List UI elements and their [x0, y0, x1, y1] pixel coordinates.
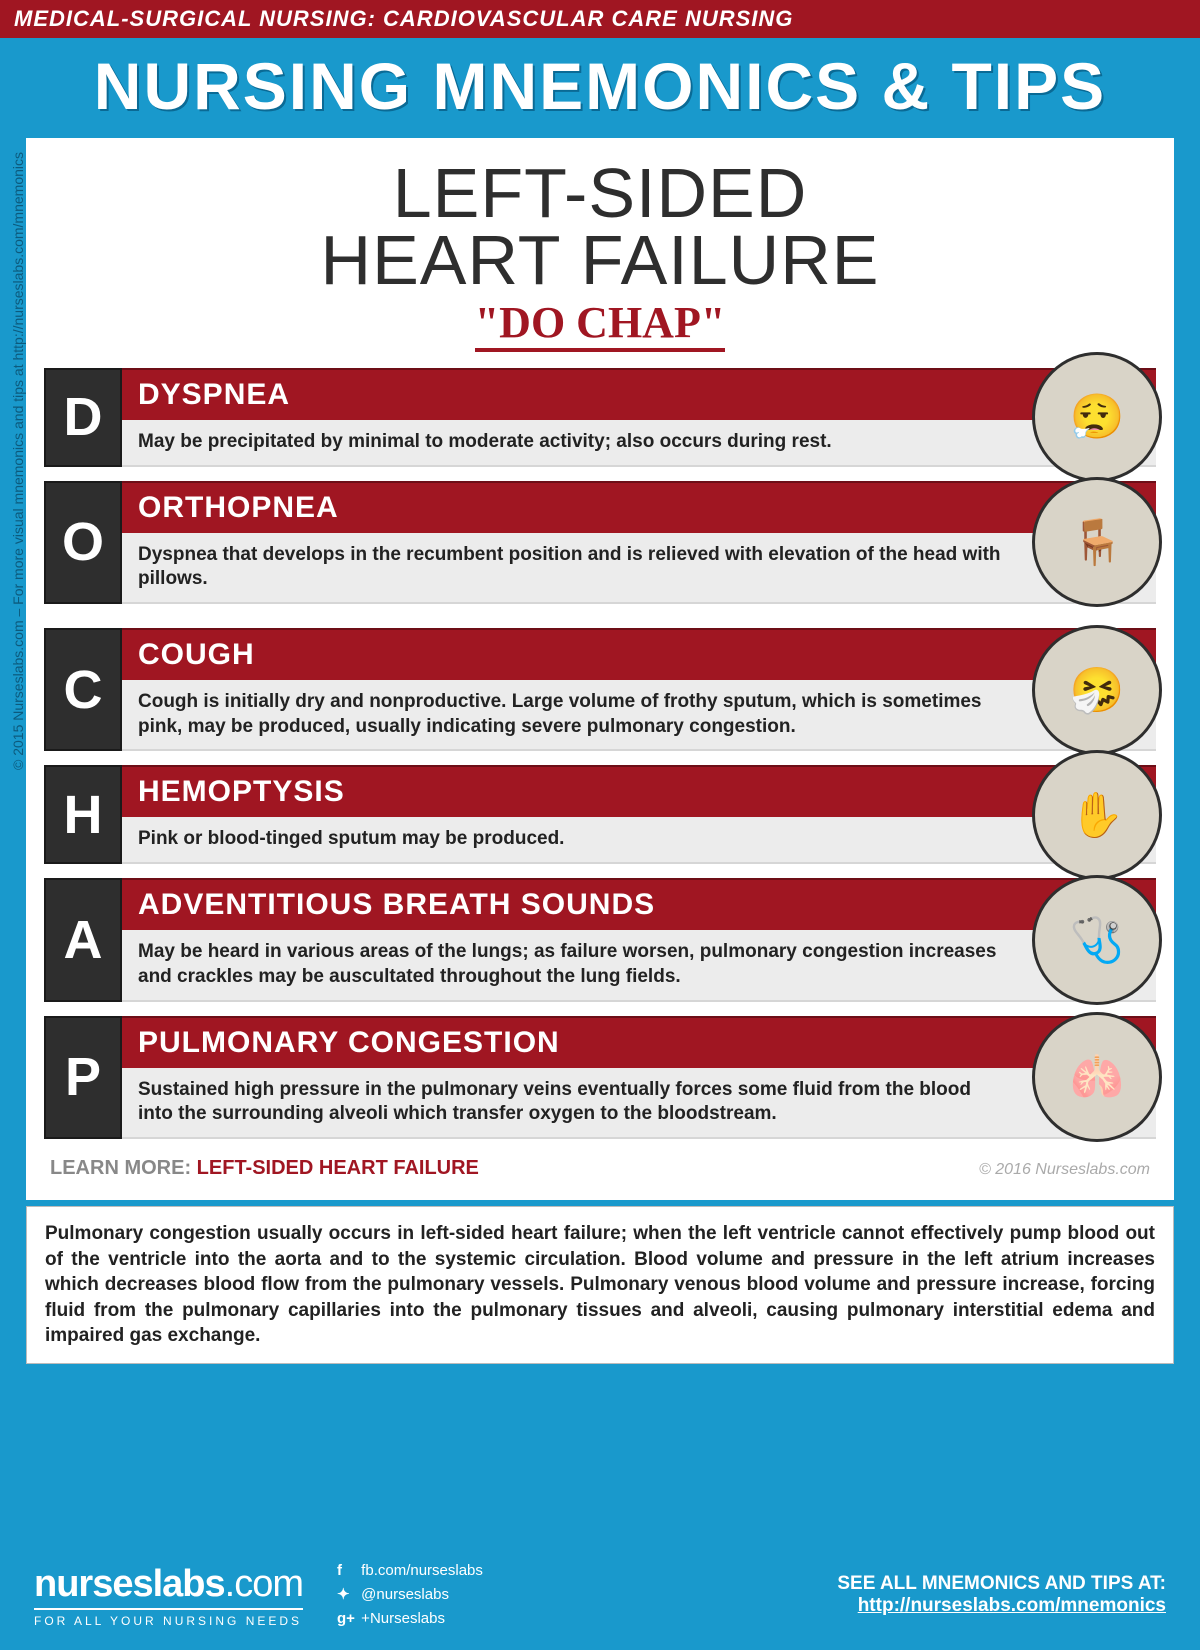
row-body: COUGHCough is initially dry and nonprodu… — [122, 628, 1156, 751]
social-links: fb.com/nurseslabs @nurseslabs +Nurseslab… — [337, 1559, 483, 1631]
footer: nurseslabs.com FOR ALL YOUR NURSING NEED… — [0, 1540, 1200, 1650]
learn-more-topic: LEFT-SIDED HEART FAILURE — [197, 1157, 479, 1179]
mnemonic-desc: Cough is initially dry and nonproductive… — [122, 680, 1156, 751]
copyright-year: © 2016 Nurseslabs.com — [979, 1161, 1150, 1179]
mnemonic-letter: P — [44, 1016, 122, 1139]
social-link[interactable]: +Nurseslabs — [337, 1607, 483, 1631]
mnemonic-rows: DDYSPNEAMay be precipitated by minimal t… — [44, 368, 1156, 1139]
logo: nurseslabs.com — [34, 1563, 303, 1606]
card-title-line1: LEFT-SIDED — [44, 160, 1156, 227]
mnemonic-row: OORTHOPNEADyspnea that develops in the r… — [44, 481, 1156, 604]
social-link[interactable]: fb.com/nurseslabs — [337, 1559, 483, 1583]
mnemonic-term: PULMONARY CONGESTION — [122, 1016, 1156, 1068]
mnemonic-term: DYSPNEA — [122, 368, 1156, 420]
mnemonic-row: CCOUGHCough is initially dry and nonprod… — [44, 628, 1156, 751]
card-title: LEFT-SIDED HEART FAILURE — [44, 160, 1156, 293]
illustration-icon: 🪑 — [1032, 477, 1162, 607]
row-body: HEMOPTYSISPink or blood-tinged sputum ma… — [122, 765, 1156, 864]
illustration-icon: 😮‍💨 — [1032, 352, 1162, 482]
illustration-icon: 🩺 — [1032, 875, 1162, 1005]
learn-more-prefix: LEARN MORE: — [50, 1157, 197, 1179]
content-card: LEFT-SIDED HEART FAILURE "DO CHAP" DDYSP… — [26, 138, 1174, 1200]
mnemonic-letter: C — [44, 628, 122, 751]
mnemonic-letter: O — [44, 481, 122, 604]
mnemonic-desc: May be precipitated by minimal to modera… — [122, 420, 1156, 467]
category-banner: MEDICAL-SURGICAL NURSING: CARDIOVASCULAR… — [0, 0, 1200, 38]
social-link[interactable]: @nurseslabs — [337, 1583, 483, 1607]
mnemonic-desc: Dyspnea that develops in the recumbent p… — [122, 533, 1156, 604]
side-copyright: © 2015 Nurseslabs.com – For more visual … — [10, 152, 26, 770]
mnemonic-desc: May be heard in various areas of the lun… — [122, 930, 1156, 1001]
illustration-icon: 🫁 — [1032, 1012, 1162, 1142]
mnemonic-row: AADVENTITIOUS BREATH SOUNDSMay be heard … — [44, 878, 1156, 1001]
card-title-line2: HEART FAILURE — [44, 227, 1156, 294]
see-all-block: SEE ALL MNEMONICS AND TIPS AT: http://nu… — [837, 1573, 1166, 1617]
see-all-link[interactable]: http://nurseslabs.com/mnemonics — [858, 1595, 1166, 1616]
learn-more: LEARN MORE: LEFT-SIDED HEART FAILURE — [50, 1157, 479, 1180]
mnemonic-letter: D — [44, 368, 122, 467]
mnemonic-row: PPULMONARY CONGESTIONSustained high pres… — [44, 1016, 1156, 1139]
row-body: PULMONARY CONGESTIONSustained high press… — [122, 1016, 1156, 1139]
see-all-label: SEE ALL MNEMONICS AND TIPS AT: — [837, 1573, 1166, 1595]
mnemonic-phrase: "DO CHAP" — [475, 297, 726, 352]
row-body: ORTHOPNEADyspnea that develops in the re… — [122, 481, 1156, 604]
mnemonic-desc: Sustained high pressure in the pulmonary… — [122, 1068, 1156, 1139]
logo-block: nurseslabs.com FOR ALL YOUR NURSING NEED… — [34, 1563, 303, 1628]
mnemonic-letter: A — [44, 878, 122, 1001]
mnemonic-term: COUGH — [122, 628, 1156, 680]
mnemonic-desc: Pink or blood-tinged sputum may be produ… — [122, 817, 1156, 864]
mnemonic-letter: H — [44, 765, 122, 864]
explanation-box: Pulmonary congestion usually occurs in l… — [26, 1206, 1174, 1364]
learn-more-bar: LEARN MORE: LEFT-SIDED HEART FAILURE © 2… — [44, 1153, 1156, 1184]
mnemonic-term: ORTHOPNEA — [122, 481, 1156, 533]
illustration-icon: 🤧 — [1032, 625, 1162, 755]
logo-tagline: FOR ALL YOUR NURSING NEEDS — [34, 1608, 303, 1628]
mnemonic-row: HHEMOPTYSISPink or blood-tinged sputum m… — [44, 765, 1156, 864]
row-body: DYSPNEAMay be precipitated by minimal to… — [122, 368, 1156, 467]
mnemonic-term: HEMOPTYSIS — [122, 765, 1156, 817]
logo-suffix: .com — [225, 1563, 303, 1605]
mnemonic-row: DDYSPNEAMay be precipitated by minimal t… — [44, 368, 1156, 467]
mnemonic-term: ADVENTITIOUS BREATH SOUNDS — [122, 878, 1156, 930]
illustration-icon: ✋ — [1032, 750, 1162, 880]
logo-main: nurseslabs — [34, 1563, 225, 1605]
row-body: ADVENTITIOUS BREATH SOUNDSMay be heard i… — [122, 878, 1156, 1001]
page-title: NURSING MNEMONICS & TIPS — [0, 38, 1200, 138]
